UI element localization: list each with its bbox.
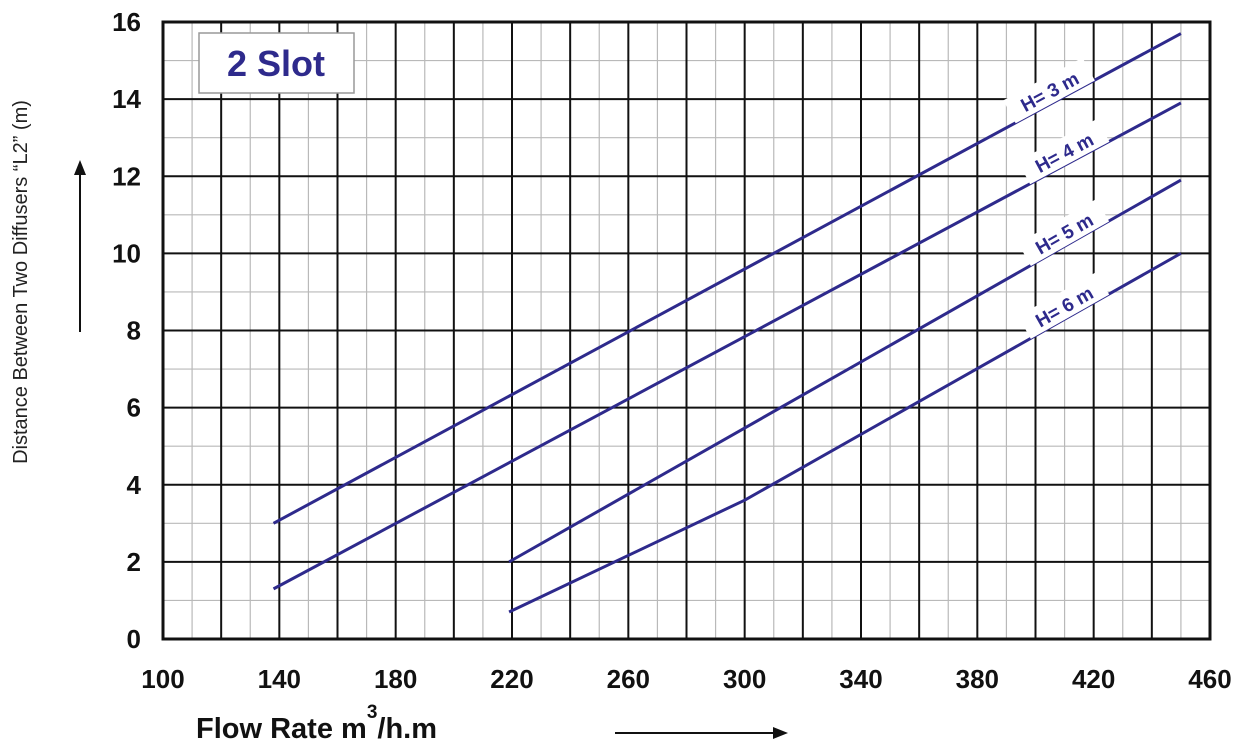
y-tick-label: 14 xyxy=(112,84,141,114)
y-tick-labels: 0 2 4 6 8 10 12 14 16 xyxy=(112,7,141,654)
y-tick-label: 2 xyxy=(127,547,141,577)
x-tick-label: 260 xyxy=(607,664,650,694)
x-axis-label-main: Flow Rate m xyxy=(196,713,367,745)
x-tick-label: 140 xyxy=(258,664,301,694)
x-axis-label-tail: /h.m xyxy=(377,713,437,745)
series-label: H= 6 m xyxy=(1018,271,1110,339)
x-tick-label: 340 xyxy=(839,664,882,694)
x-tick-label: 300 xyxy=(723,664,766,694)
y-tick-label: 10 xyxy=(112,238,141,268)
x-axis-label-superscript: 3 xyxy=(367,702,378,723)
y-tick-label: 8 xyxy=(127,316,141,346)
chart-title: 2 Slot xyxy=(227,43,325,84)
series-label-bg xyxy=(1017,118,1110,185)
major-grid xyxy=(162,21,1211,640)
x-axis-label: Flow Rate m3/h.m xyxy=(196,702,437,745)
x-tick-labels: 100 140 180 220 260 300 340 380 420 460 xyxy=(141,664,1231,694)
y-tick-label: 4 xyxy=(127,470,142,500)
x-tick-label: 100 xyxy=(141,664,184,694)
series-label: H= 4 m xyxy=(1017,118,1110,185)
x-tick-label: 180 xyxy=(374,664,417,694)
x-tick-label: 460 xyxy=(1188,664,1231,694)
series-label-bg xyxy=(1003,57,1095,124)
y-axis-label: Distance Between Two Diffusers “L2” (m) xyxy=(10,100,32,464)
series-label: H= 5 m xyxy=(1018,198,1110,267)
y-tick-label: 6 xyxy=(127,393,141,423)
series-label: H= 3 m xyxy=(1003,57,1095,124)
chart-title-box: 2 Slot xyxy=(198,32,355,94)
x-axis-arrow xyxy=(615,727,788,739)
y-tick-label: 12 xyxy=(112,161,141,191)
x-tick-label: 420 xyxy=(1072,664,1115,694)
y-tick-label: 0 xyxy=(127,624,141,654)
series-label-bg xyxy=(1018,271,1110,339)
y-axis-arrow xyxy=(74,160,86,332)
x-tick-label: 380 xyxy=(956,664,999,694)
series-label-bg xyxy=(1018,198,1110,267)
x-tick-label: 220 xyxy=(490,664,533,694)
y-tick-label: 16 xyxy=(112,7,141,37)
series-line-4m xyxy=(272,101,1182,591)
plot-frame xyxy=(161,20,1212,641)
